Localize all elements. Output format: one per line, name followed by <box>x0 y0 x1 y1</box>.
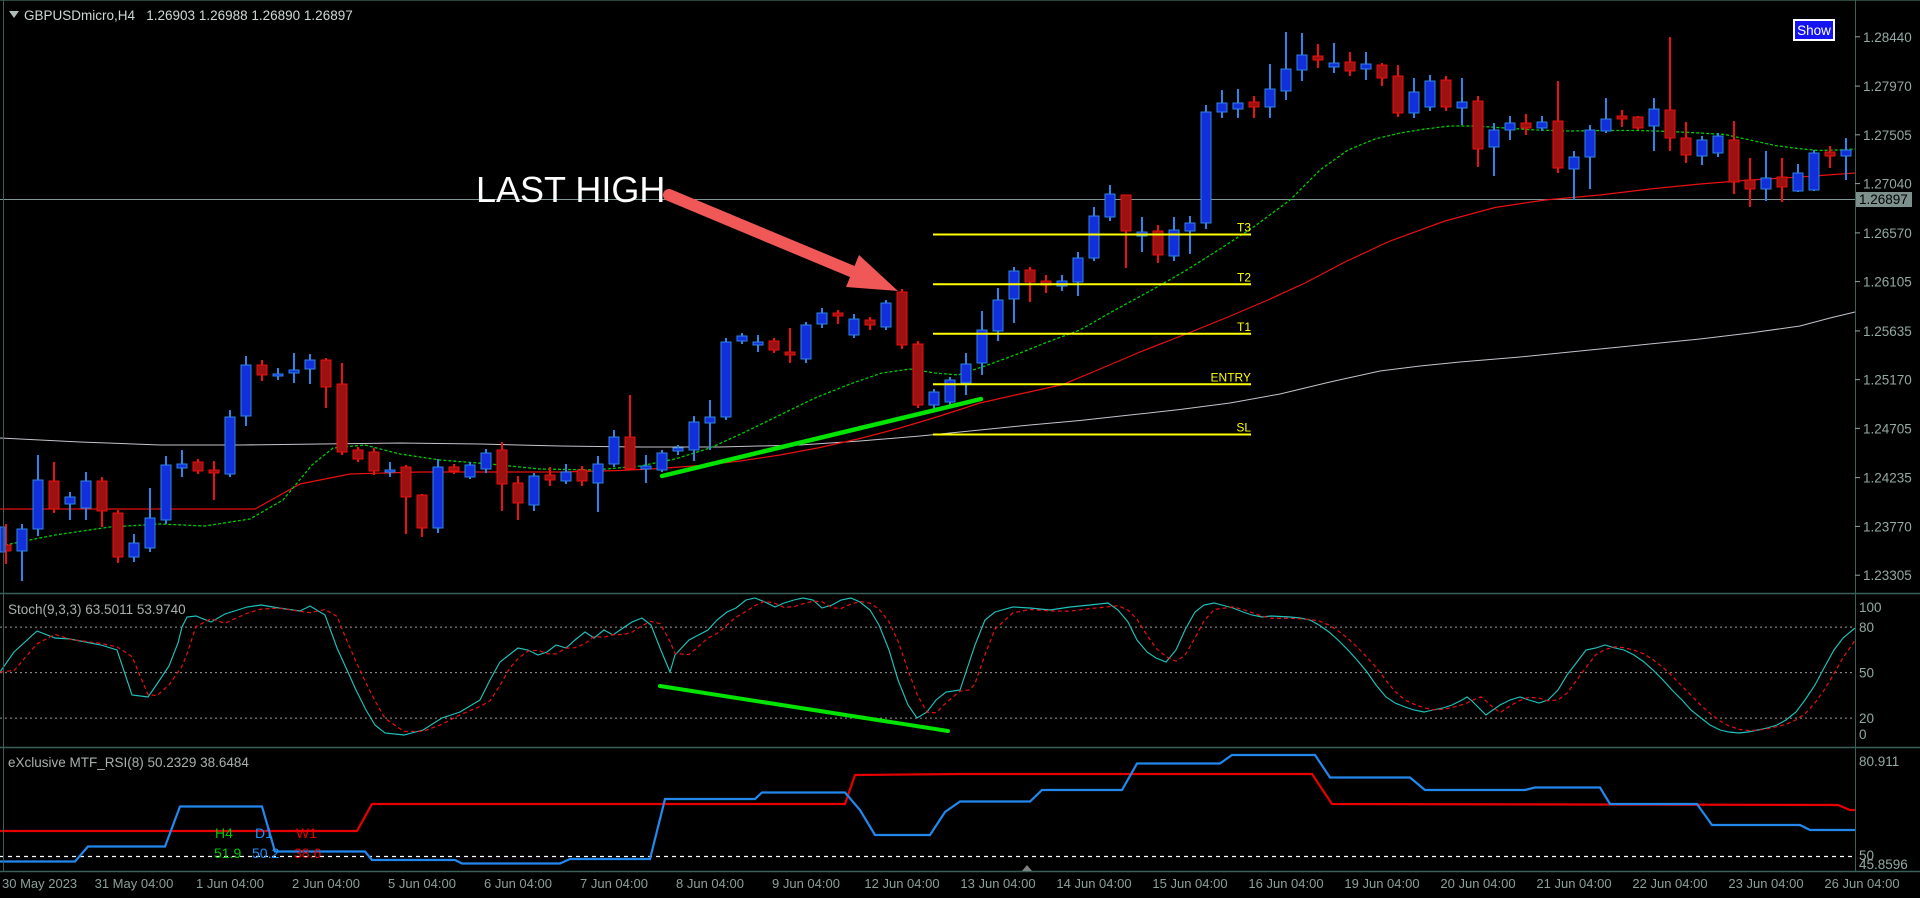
svg-text:50: 50 <box>1859 848 1874 863</box>
svg-text:W1: W1 <box>296 825 317 841</box>
svg-text:1.23770: 1.23770 <box>1863 519 1912 534</box>
svg-text:6 Jun 04:00: 6 Jun 04:00 <box>484 876 552 891</box>
svg-text:20: 20 <box>1859 711 1874 726</box>
svg-text:1.24705: 1.24705 <box>1863 421 1912 436</box>
svg-text:8 Jun 04:00: 8 Jun 04:00 <box>676 876 744 891</box>
svg-text:1 Jun 04:00: 1 Jun 04:00 <box>196 876 264 891</box>
svg-text:T2: T2 <box>1237 270 1251 284</box>
svg-text:26 Jun 04:00: 26 Jun 04:00 <box>1824 876 1899 891</box>
svg-text:22 Jun 04:00: 22 Jun 04:00 <box>1632 876 1707 891</box>
svg-text:80: 80 <box>1859 620 1874 635</box>
svg-text:1.24235: 1.24235 <box>1863 471 1912 486</box>
svg-text:1.27505: 1.27505 <box>1863 128 1912 143</box>
svg-text:20 Jun 04:00: 20 Jun 04:00 <box>1440 876 1515 891</box>
svg-text:T3: T3 <box>1237 221 1251 235</box>
svg-text:19 Jun 04:00: 19 Jun 04:00 <box>1344 876 1419 891</box>
svg-text:13 Jun 04:00: 13 Jun 04:00 <box>960 876 1035 891</box>
svg-text:SL: SL <box>1236 421 1251 435</box>
svg-text:23 Jun 04:00: 23 Jun 04:00 <box>1728 876 1803 891</box>
svg-text:1.28440: 1.28440 <box>1863 30 1912 45</box>
svg-text:5 Jun 04:00: 5 Jun 04:00 <box>388 876 456 891</box>
svg-text:1.27040: 1.27040 <box>1863 177 1912 192</box>
svg-text:21 Jun 04:00: 21 Jun 04:00 <box>1536 876 1611 891</box>
svg-text:45.8596: 45.8596 <box>1859 857 1908 872</box>
svg-text:1.25635: 1.25635 <box>1863 324 1912 339</box>
svg-text:12 Jun 04:00: 12 Jun 04:00 <box>864 876 939 891</box>
svg-text:1.26897: 1.26897 <box>1859 192 1908 207</box>
svg-text:9 Jun 04:00: 9 Jun 04:00 <box>772 876 840 891</box>
svg-text:1.23305: 1.23305 <box>1863 568 1912 583</box>
svg-text:ENTRY: ENTRY <box>1211 370 1251 384</box>
svg-text:7 Jun 04:00: 7 Jun 04:00 <box>580 876 648 891</box>
svg-text:Show: Show <box>1797 23 1831 38</box>
svg-text:30 May 2023: 30 May 2023 <box>2 876 77 891</box>
svg-text:H4: H4 <box>215 825 233 841</box>
svg-text:16 Jun 04:00: 16 Jun 04:00 <box>1248 876 1323 891</box>
svg-text:1.26570: 1.26570 <box>1863 226 1912 241</box>
svg-text:T1: T1 <box>1237 320 1251 334</box>
svg-text:GBPUSDmicro,H4 1.26903 1.269: GBPUSDmicro,H4 1.26903 1.26988 1.26890 1… <box>24 8 353 23</box>
svg-text:D1: D1 <box>255 825 273 841</box>
svg-text:2 Jun 04:00: 2 Jun 04:00 <box>292 876 360 891</box>
svg-text:38.6: 38.6 <box>294 845 321 861</box>
svg-text:1.25170: 1.25170 <box>1863 373 1912 388</box>
svg-text:100: 100 <box>1859 600 1882 615</box>
svg-text:14 Jun 04:00: 14 Jun 04:00 <box>1056 876 1131 891</box>
svg-text:50: 50 <box>1859 666 1874 681</box>
svg-text:15 Jun 04:00: 15 Jun 04:00 <box>1152 876 1227 891</box>
svg-text:50.2: 50.2 <box>252 845 279 861</box>
svg-text:eXclusive MTF_RSI(8) 50.2329 3: eXclusive MTF_RSI(8) 50.2329 38.6484 <box>8 755 249 770</box>
svg-text:1.26105: 1.26105 <box>1863 275 1912 290</box>
svg-text:Stoch(9,3,3) 63.5011 53.9740: Stoch(9,3,3) 63.5011 53.9740 <box>8 602 186 617</box>
svg-text:80.911: 80.911 <box>1859 754 1899 769</box>
svg-text:1.27970: 1.27970 <box>1863 79 1912 94</box>
svg-text:0: 0 <box>1859 727 1867 742</box>
svg-text:LAST HIGH: LAST HIGH <box>476 169 665 210</box>
svg-text:51.9: 51.9 <box>214 845 241 861</box>
svg-text:31 May 04:00: 31 May 04:00 <box>95 876 174 891</box>
